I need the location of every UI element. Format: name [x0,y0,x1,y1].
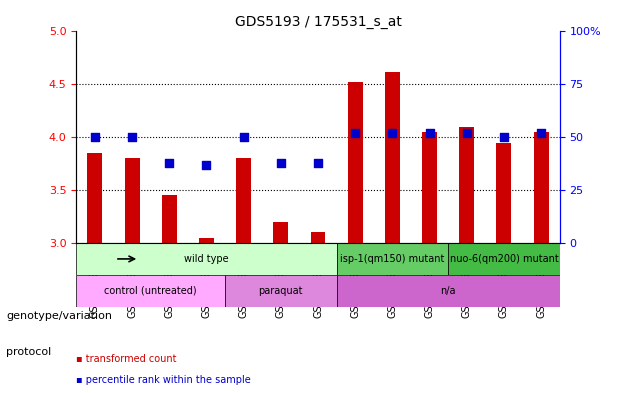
Bar [236,158,251,243]
Text: ▪ transformed count: ▪ transformed count [76,354,177,364]
Text: paraquat: paraquat [259,286,303,296]
Bar [459,127,474,243]
Bar [199,238,214,243]
Point [313,160,323,166]
Point [127,134,137,140]
Bar [310,233,326,243]
Point [499,134,509,140]
FancyBboxPatch shape [448,243,560,275]
Point [164,160,174,166]
Point [350,130,360,136]
Bar [88,153,102,243]
FancyBboxPatch shape [336,243,448,275]
Bar [348,82,363,243]
Point [238,134,249,140]
Point [424,130,434,136]
Bar [162,195,177,243]
Point [202,162,212,168]
FancyBboxPatch shape [336,275,560,307]
Text: protocol: protocol [6,347,52,357]
Bar [534,132,548,243]
FancyBboxPatch shape [225,275,336,307]
Point [462,130,472,136]
Title: GDS5193 / 175531_s_at: GDS5193 / 175531_s_at [235,15,401,29]
Text: nuo-6(qm200) mutant: nuo-6(qm200) mutant [450,254,558,264]
Bar [125,158,139,243]
Text: isp-1(qm150) mutant: isp-1(qm150) mutant [340,254,445,264]
Text: n/a: n/a [440,286,456,296]
FancyBboxPatch shape [76,243,336,275]
Bar [422,132,437,243]
Text: wild type: wild type [184,254,229,264]
Point [276,160,286,166]
FancyBboxPatch shape [76,275,225,307]
Text: control (untreated): control (untreated) [104,286,197,296]
Point [536,130,546,136]
Bar [385,72,400,243]
Text: genotype/variation: genotype/variation [6,311,113,321]
Point [387,130,398,136]
Point [90,134,100,140]
Text: ▪ percentile rank within the sample: ▪ percentile rank within the sample [76,375,251,385]
Bar [497,143,511,243]
Bar [273,222,288,243]
